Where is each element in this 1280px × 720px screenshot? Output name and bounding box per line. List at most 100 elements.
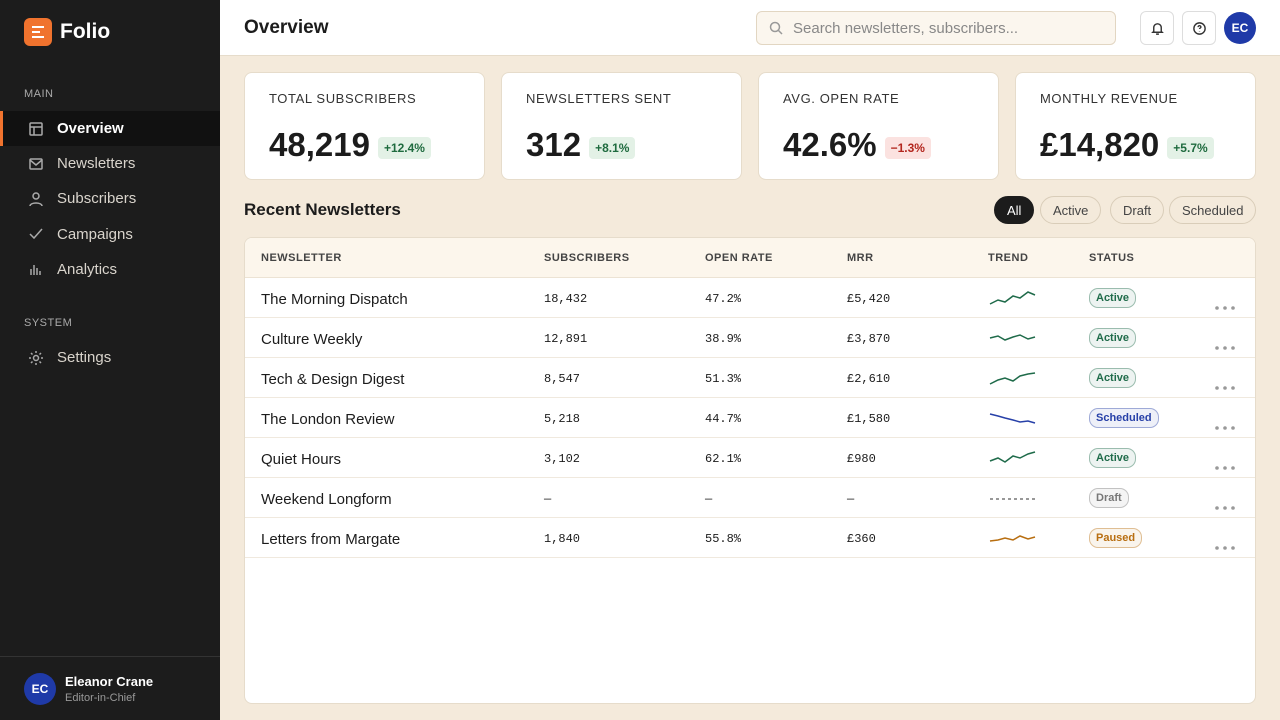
nav-item[interactable]: Analytics [0,252,220,287]
table-row[interactable]: Letters from Margate 1,840 55.8% £360 Paused [245,518,1255,558]
nav-item[interactable]: Overview [0,111,220,146]
status-badge: Draft [1089,488,1129,508]
nav-item[interactable]: Campaigns [0,217,220,252]
stat-card: MONTHLY REVENUE £14,820 +5.7% [1015,72,1256,180]
row-menu[interactable] [1215,537,1235,555]
newsletter-name: The London Review [261,411,395,428]
stat-value-row: 48,219 +12.4% [269,126,460,164]
stat-change: +12.4% [377,137,431,159]
row-menu[interactable] [1215,377,1235,395]
trend-sparkline [989,291,1036,305]
open-rate: 51.3% [705,372,742,386]
newsletter-name: Culture Weekly [261,331,363,348]
status-badge: Active [1089,328,1137,348]
nav-item[interactable]: Settings [0,340,220,375]
page-title: Overview [244,17,329,38]
newsletter-name: Quiet Hours [261,451,342,468]
status-badge: Active [1089,288,1137,308]
brand[interactable]: Folio [24,18,110,46]
menu-icon [1215,506,1235,510]
stat-value: 42.6% [783,126,877,163]
stat-label: MONTHLY REVENUE [1040,91,1178,106]
table-row[interactable]: The Morning Dispatch 18,432 47.2% £5,420 Act… [245,278,1255,318]
trend-sparkline [989,451,1036,463]
menu-icon [1215,346,1235,350]
mrr: £980 [847,452,876,466]
table: NEWSLETTER SUBSCRIBERS OPEN RATE MRR TREND ST… [244,237,1256,704]
user-info: Eleanor Crane Editor-in-Chief [65,674,153,704]
newsletter-name: Weekend Longform [261,491,392,508]
header-avatar[interactable]: EC [1224,12,1256,44]
table-row[interactable]: Tech & Design Digest 8,547 51.3% £2,610 Acti… [245,358,1255,398]
nav-label: Overview [57,120,124,137]
mrr: £5,420 [847,292,891,306]
help-button[interactable] [1182,11,1216,45]
nav-icon [29,192,43,207]
nav-label: Newsletters [57,155,136,173]
filter-chip[interactable]: Draft [1110,196,1165,224]
stat-value: 312 [526,126,582,163]
notifications-button[interactable] [1140,11,1174,45]
table-header: NEWSLETTER SUBSCRIBERS OPEN RATE MRR TREND ST… [245,238,1255,278]
trend-sparkline [990,498,1035,500]
table-row[interactable]: Weekend Longform — — — Draft [245,478,1255,518]
menu-icon [1215,426,1235,430]
nav-item[interactable]: Subscribers [0,181,220,216]
nav-label: Subscribers [57,190,137,208]
menu-icon [1215,386,1235,390]
sidebar: Folio MAIN Overview Newsletters Subscribers… [0,0,220,720]
topbar: Overview Search newsletters, subscribers… [220,0,1280,56]
row-menu[interactable] [1215,457,1235,475]
brand-name: Folio [60,20,111,43]
stat-value-row: 312 +8.1% [526,126,717,164]
column-header: TREND [988,252,1029,264]
open-rate: 38.9% [705,332,742,346]
user[interactable]: EC Eleanor Crane Editor-in-Chief [0,656,220,720]
filter-chip[interactable]: Active [1040,196,1102,224]
status-badge: Paused [1089,528,1143,548]
stat-value: 48,219 [269,126,370,163]
newsletter-name: Letters from Margate [261,531,401,548]
column-header: STATUS [1089,252,1135,264]
subscribers: — [544,492,552,506]
subscribers: 8,547 [544,372,581,386]
newsletter-name: Tech & Design Digest [261,371,405,388]
stat-change: −1.3% [884,137,931,159]
mrr: £2,610 [847,372,891,386]
stat-card: NEWSLETTERS SENT 312 +8.1% [501,72,742,180]
table-row[interactable]: Quiet Hours 3,102 62.1% £980 Active [245,438,1255,478]
newsletter-name: The Morning Dispatch [261,291,408,308]
filter-chip[interactable]: All [994,196,1035,224]
row-menu[interactable] [1215,417,1235,435]
stat-label: TOTAL SUBSCRIBERS [269,91,417,106]
table-row[interactable]: Culture Weekly 12,891 38.9% £3,870 Active [245,318,1255,358]
menu-icon [1215,466,1235,470]
open-rate: 47.2% [705,292,742,306]
row-menu[interactable] [1215,337,1235,355]
user-avatar: EC [24,672,56,705]
trend-sparkline [989,372,1036,385]
subscribers: 1,840 [544,532,581,546]
open-rate: 62.1% [705,452,742,466]
search-placeholder: Search newsletters, subscribers... [793,19,1019,37]
user-name: Eleanor Crane [65,673,154,689]
section-title: Recent Newsletters [244,200,401,219]
search[interactable]: Search newsletters, subscribers... [756,11,1116,45]
nav-label: Analytics [57,260,118,278]
menu-icon [1215,306,1235,310]
mrr: £3,870 [847,332,891,346]
mrr: £360 [847,532,876,546]
nav-icon [30,265,41,276]
table-row[interactable]: The London Review 5,218 44.7% £1,580 Schedul… [245,398,1255,438]
stat-label: NEWSLETTERS SENT [526,91,672,106]
nav-label: Campaigns [57,225,133,243]
stat-value-row: 42.6% −1.3% [783,126,974,164]
column-header: OPEN RATE [705,252,773,264]
row-menu[interactable] [1215,497,1235,515]
filter-chip[interactable]: Scheduled [1169,196,1257,224]
nav-section-title: SYSTEM [24,317,73,329]
row-menu[interactable] [1215,297,1235,315]
nav-item[interactable]: Newsletters [0,146,220,181]
